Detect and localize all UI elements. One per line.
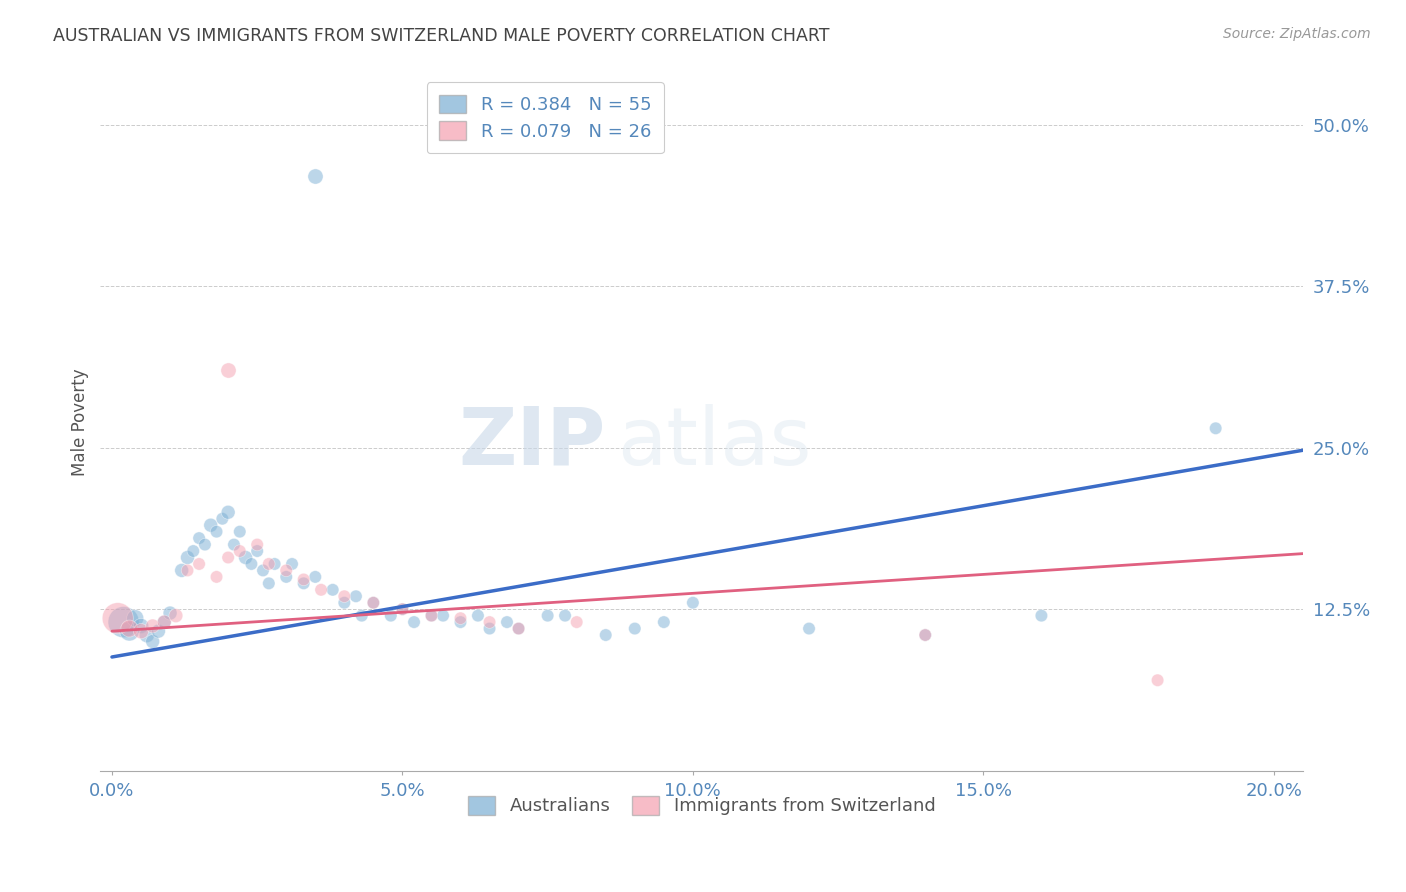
Point xyxy=(194,538,217,552)
Point xyxy=(257,557,280,571)
Point xyxy=(914,628,936,642)
Point xyxy=(112,615,135,629)
Point xyxy=(344,589,367,603)
Point xyxy=(652,615,675,629)
Point xyxy=(391,602,413,616)
Point xyxy=(246,544,269,558)
Point xyxy=(1146,673,1168,688)
Point xyxy=(508,622,530,636)
Point xyxy=(165,608,187,623)
Point xyxy=(304,570,326,584)
Point xyxy=(142,619,165,633)
Text: atlas: atlas xyxy=(617,404,811,482)
Point xyxy=(420,608,443,623)
Point xyxy=(363,596,385,610)
Point xyxy=(380,608,402,623)
Point xyxy=(565,615,588,629)
Point xyxy=(176,550,198,565)
Point xyxy=(118,624,141,639)
Point xyxy=(391,602,413,616)
Point xyxy=(200,518,222,533)
Point xyxy=(363,596,385,610)
Point xyxy=(537,608,560,623)
Point xyxy=(914,628,936,642)
Point xyxy=(129,619,152,633)
Point xyxy=(205,524,228,539)
Point xyxy=(235,550,257,565)
Point xyxy=(159,606,181,620)
Point xyxy=(432,608,454,623)
Point xyxy=(292,573,315,587)
Point xyxy=(217,505,239,519)
Point xyxy=(217,550,239,565)
Point xyxy=(246,538,269,552)
Point xyxy=(623,622,645,636)
Point xyxy=(478,622,501,636)
Y-axis label: Male Poverty: Male Poverty xyxy=(72,368,89,475)
Point xyxy=(205,570,228,584)
Point xyxy=(276,563,298,577)
Point xyxy=(148,624,170,639)
Text: Source: ZipAtlas.com: Source: ZipAtlas.com xyxy=(1223,27,1371,41)
Text: ZIP: ZIP xyxy=(458,404,606,482)
Point xyxy=(450,611,472,625)
Point xyxy=(595,628,617,642)
Text: AUSTRALIAN VS IMMIGRANTS FROM SWITZERLAND MALE POVERTY CORRELATION CHART: AUSTRALIAN VS IMMIGRANTS FROM SWITZERLAN… xyxy=(53,27,830,45)
Point xyxy=(257,576,280,591)
Point xyxy=(263,557,285,571)
Point xyxy=(1031,608,1053,623)
Point xyxy=(420,608,443,623)
Point xyxy=(124,611,146,625)
Point xyxy=(118,622,141,636)
Point xyxy=(181,544,204,558)
Point xyxy=(229,544,252,558)
Point xyxy=(153,615,176,629)
Point xyxy=(322,582,344,597)
Point xyxy=(508,622,530,636)
Point xyxy=(682,596,704,610)
Point xyxy=(135,628,157,642)
Point xyxy=(211,512,233,526)
Point xyxy=(107,611,129,625)
Point xyxy=(170,563,193,577)
Point xyxy=(292,576,315,591)
Point xyxy=(142,634,165,648)
Point xyxy=(176,563,198,577)
Point xyxy=(333,596,356,610)
Point xyxy=(1205,421,1227,435)
Point xyxy=(240,557,263,571)
Point xyxy=(304,169,326,184)
Point xyxy=(229,524,252,539)
Point xyxy=(496,615,519,629)
Point xyxy=(309,582,332,597)
Legend: Australians, Immigrants from Switzerland: Australians, Immigrants from Switzerland xyxy=(458,787,945,824)
Point xyxy=(450,615,472,629)
Point xyxy=(554,608,576,623)
Point xyxy=(402,615,425,629)
Point xyxy=(217,363,239,377)
Point xyxy=(222,538,245,552)
Point xyxy=(281,557,304,571)
Point xyxy=(478,615,501,629)
Point xyxy=(276,570,298,584)
Point xyxy=(350,608,373,623)
Point xyxy=(333,589,356,603)
Point xyxy=(252,563,274,577)
Point xyxy=(153,615,176,629)
Point xyxy=(797,622,820,636)
Point xyxy=(188,531,211,545)
Point xyxy=(467,608,489,623)
Point xyxy=(129,624,152,639)
Point xyxy=(188,557,211,571)
